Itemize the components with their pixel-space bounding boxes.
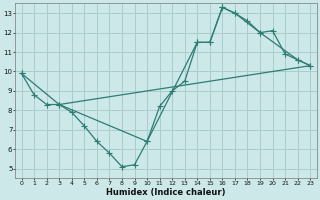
X-axis label: Humidex (Indice chaleur): Humidex (Indice chaleur) bbox=[106, 188, 226, 197]
